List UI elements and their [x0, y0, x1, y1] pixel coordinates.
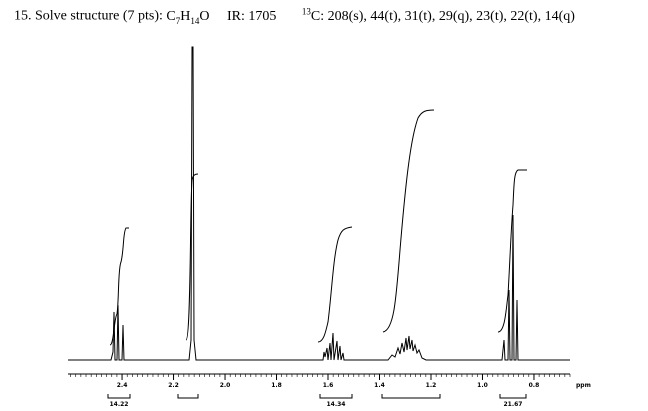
x-tick-label: 0.8 [529, 382, 540, 389]
x-tick-label: 1.4 [374, 382, 385, 389]
ir-data: IR: 1705 [227, 8, 277, 24]
integral-curve [382, 109, 435, 333]
x-tick-label: 1.2 [426, 382, 437, 389]
integral-label: 14.34 [327, 401, 346, 408]
integral-bracket [177, 394, 199, 399]
integral-bracket [319, 394, 353, 399]
x-tick-label: 2.4 [117, 382, 128, 389]
c13-shifts: C: 208(s), 44(t), 31(t), 29(q), 23(t), 2… [310, 8, 575, 24]
formula-part: O [199, 8, 210, 24]
integral-curve [497, 169, 527, 333]
formula-part: H [180, 8, 191, 24]
formula-part: 14 [190, 15, 200, 26]
integral-label: 14.22 [110, 401, 129, 408]
integral-bracket [499, 394, 527, 399]
isotope: 13 [301, 6, 311, 16]
integral-brackets [107, 394, 527, 399]
baseline-trace [68, 46, 570, 361]
question-header: 15. Solve structure (7 pts): C7H14O IR: … [14, 6, 575, 25]
integral-curve [317, 226, 353, 343]
x-tick-label: 2.2 [168, 382, 179, 389]
x-tick-label: 2.0 [220, 382, 231, 389]
x-axis-label: ppm [576, 382, 591, 389]
integral-label: 21.67 [504, 401, 523, 408]
integral-bracket [381, 394, 441, 399]
question-text: 15. Solve structure (7 pts): [14, 8, 167, 24]
x-tick-label: 1.8 [271, 382, 282, 389]
formula: C7H14O [166, 8, 210, 26]
x-tick-label: 1.6 [323, 382, 334, 389]
formula-part: C [166, 8, 176, 24]
integral-curve [109, 227, 129, 346]
c13-data: 13C: 208(s), 44(t), 31(t), 29(q), 23(t),… [301, 6, 575, 24]
formula-part: 7 [175, 15, 181, 26]
spectrum-trace [68, 46, 570, 361]
integral-curve [185, 173, 199, 341]
x-tick-label: 1.0 [477, 382, 488, 389]
integral-bracket [107, 394, 131, 399]
